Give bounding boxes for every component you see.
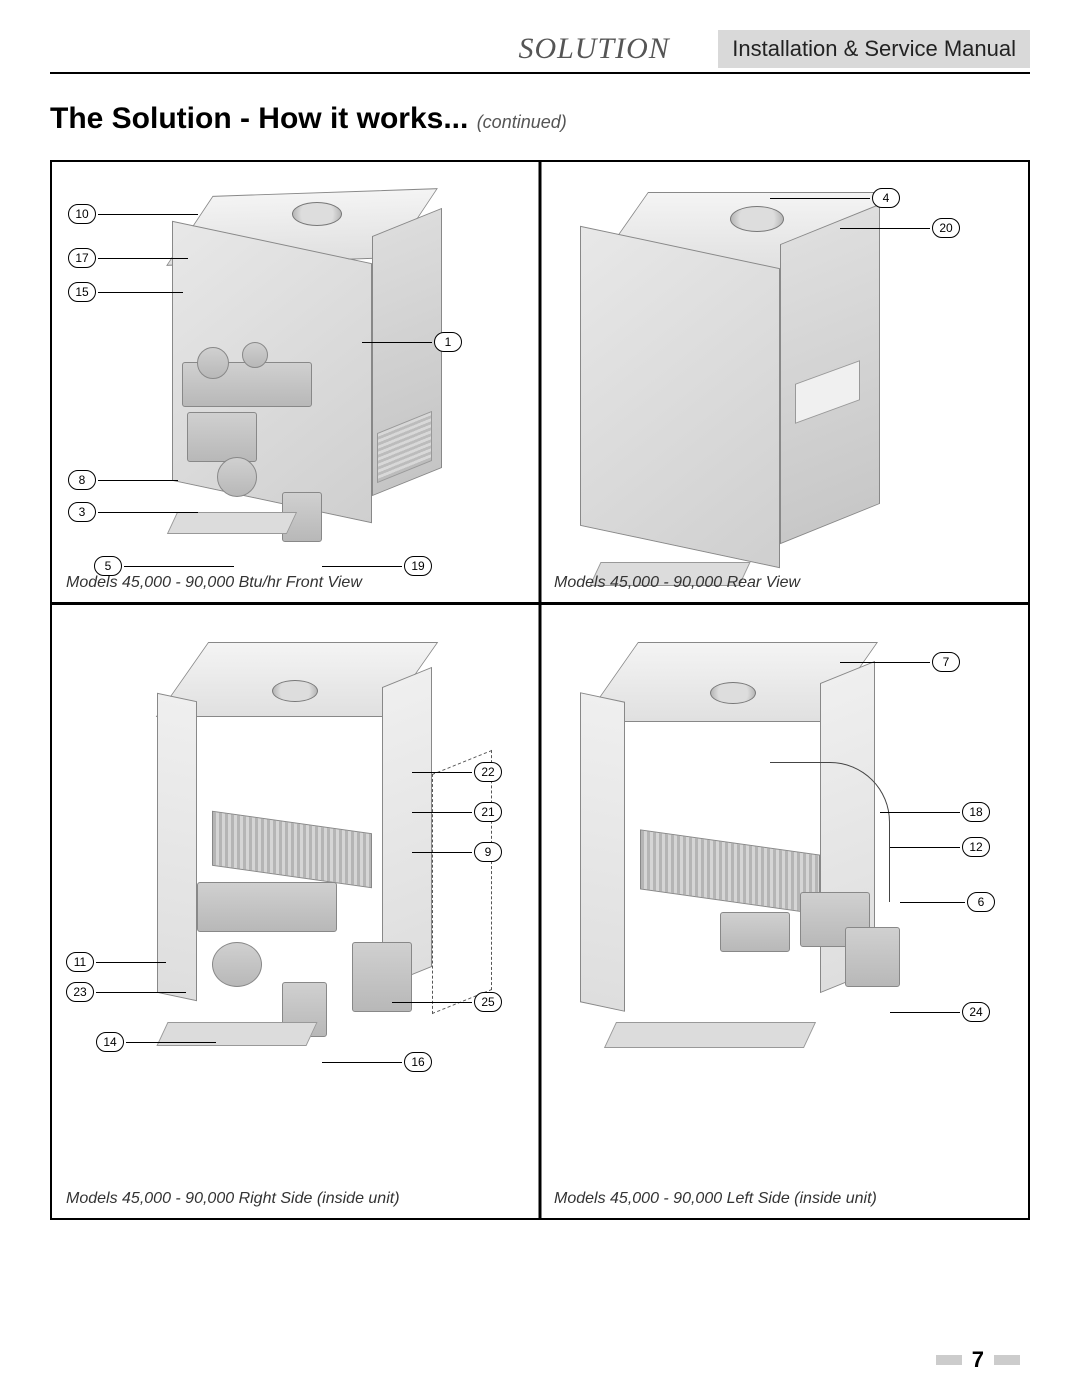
- callout: 3: [68, 502, 198, 522]
- panel-right-side-inside: 11 23 14 22 21 9 25 16 Models 45,000 - 9…: [52, 602, 540, 1218]
- callout: 14: [96, 1032, 216, 1052]
- page-number: 7: [936, 1347, 1020, 1373]
- boiler-leftside-illustration: [570, 642, 910, 1062]
- page-number-value: 7: [972, 1347, 984, 1373]
- callout-bubble: 23: [66, 982, 94, 1002]
- panel-caption: Models 45,000 - 90,000 Right Side (insid…: [66, 1190, 400, 1208]
- callout: 22: [412, 762, 502, 782]
- logo-text: SOLUTION: [518, 32, 669, 65]
- callout-bubble: 24: [962, 1002, 990, 1022]
- callout-bubble: 17: [68, 248, 96, 268]
- callout: 20: [840, 218, 960, 238]
- callout-bubble: 1: [434, 332, 462, 352]
- manual-title: Installation & Service Manual: [718, 30, 1030, 68]
- callout: 18: [880, 802, 990, 822]
- callout: 10: [68, 204, 198, 224]
- callout: 7: [840, 652, 960, 672]
- callout-bubble: 7: [932, 652, 960, 672]
- callout-bubble: 21: [474, 802, 502, 822]
- panel-caption: Models 45,000 - 90,000 Btu/hr Front View: [66, 574, 362, 592]
- callout-bubble: 18: [962, 802, 990, 822]
- callout: 16: [322, 1052, 432, 1072]
- panel-front-view: 10 17 15 8 3 5 1 19 Models 45,000 - 90,0…: [52, 162, 540, 602]
- panel-rear-view: 4 20 Models 45,000 - 90,000 Rear View: [540, 162, 1028, 602]
- callout-bubble: 22: [474, 762, 502, 782]
- callout-bubble: 16: [404, 1052, 432, 1072]
- callout-bubble: 10: [68, 204, 96, 224]
- callout-bubble: 8: [68, 470, 96, 490]
- callout-bubble: 14: [96, 1032, 124, 1052]
- boiler-rear-illustration: [580, 192, 910, 532]
- callout-bubble: 4: [872, 188, 900, 208]
- callout-bubble: 6: [967, 892, 995, 912]
- brand-logo: SOLUTION: [508, 32, 679, 66]
- heading-continued: (continued): [477, 112, 567, 132]
- panel-caption: Models 45,000 - 90,000 Rear View: [554, 574, 800, 592]
- callout: 21: [412, 802, 502, 822]
- vertical-separator: [539, 162, 542, 1218]
- callout: 12: [890, 837, 990, 857]
- callout-bubble: 5: [94, 556, 122, 576]
- callout-bubble: 25: [474, 992, 502, 1012]
- callout-bubble: 15: [68, 282, 96, 302]
- page-header: SOLUTION Installation & Service Manual: [50, 30, 1030, 74]
- callout: 23: [66, 982, 186, 1002]
- diagram-grid: 10 17 15 8 3 5 1 19 Models 45,000 - 90,0…: [50, 160, 1030, 1220]
- page-number-bar: [994, 1355, 1020, 1365]
- heading-main: The Solution - How it works...: [50, 102, 468, 135]
- callout: 25: [392, 992, 502, 1012]
- callout-bubble: 20: [932, 218, 960, 238]
- callout-bubble: 11: [66, 952, 94, 972]
- boiler-front-illustration: [162, 192, 462, 532]
- callout: 5: [94, 556, 234, 576]
- page-heading: The Solution - How it works... (continue…: [50, 102, 1030, 136]
- page-number-bar: [936, 1355, 962, 1365]
- callout: 11: [66, 952, 166, 972]
- callout: 24: [890, 1002, 990, 1022]
- callout-bubble: 9: [474, 842, 502, 862]
- callout: 6: [900, 892, 995, 912]
- callout: 4: [770, 188, 900, 208]
- horizontal-separator: [52, 602, 1028, 605]
- callout: 15: [68, 282, 183, 302]
- callout: 19: [322, 556, 432, 576]
- callout: 8: [68, 470, 178, 490]
- callout: 17: [68, 248, 188, 268]
- callout-bubble: 12: [962, 837, 990, 857]
- callout: 9: [412, 842, 502, 862]
- callout: 1: [362, 332, 462, 352]
- panel-left-side-inside: 7 18 12 6 24 Models 45,000 - 90,000 Left…: [540, 602, 1028, 1218]
- panel-caption: Models 45,000 - 90,000 Left Side (inside…: [554, 1190, 877, 1208]
- callout-bubble: 19: [404, 556, 432, 576]
- callout-bubble: 3: [68, 502, 96, 522]
